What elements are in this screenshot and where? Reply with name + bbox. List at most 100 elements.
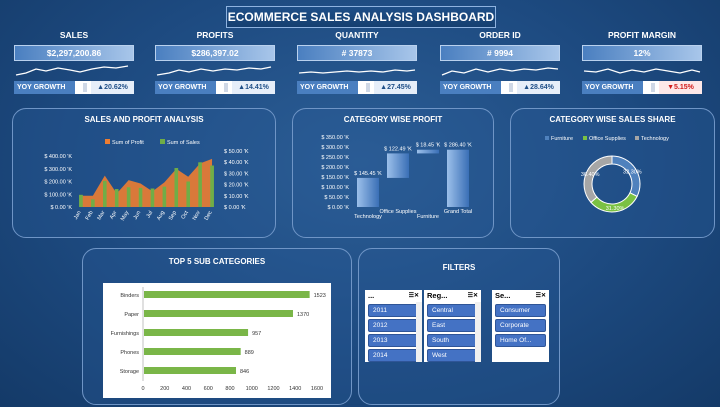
profit-tick: $ 0.00 'K xyxy=(327,205,349,211)
category-label: Technology xyxy=(354,214,382,220)
slicer-item[interactable]: Central xyxy=(427,304,478,317)
kpi-label: ORDER ID xyxy=(479,30,521,40)
kpi-value: 12% xyxy=(582,45,702,61)
month-tick: Dec xyxy=(204,210,214,222)
yoy-growth: YOY GROWTH ▼5.15% xyxy=(582,81,702,94)
top5-bar xyxy=(144,348,241,355)
filter-slicer[interactable]: ... ☰✕ 2011 2012 2013 2014 xyxy=(365,290,422,362)
clear-filter-icon[interactable]: ☰✕ xyxy=(467,293,478,299)
top5-category: Storage xyxy=(120,369,139,375)
filters-title: FILTERS xyxy=(442,263,476,272)
clear-filter-icon[interactable]: ☰✕ xyxy=(408,293,419,299)
kpi-card: QUANTITY # 37873 YOY GROWTH ▲27.45% xyxy=(297,30,417,94)
filter-slicer[interactable]: Reg... ☰✕ Central East South West xyxy=(424,290,481,362)
top5-category: Phones xyxy=(120,350,139,356)
kpi-card: PROFITS $286,397.02 YOY GROWTH ▲14.41% xyxy=(155,30,275,94)
top5-value: 846 xyxy=(240,369,249,375)
yoy-label: YOY GROWTH xyxy=(14,81,75,94)
dashboard-title: ECOMMERCE SALES ANALYSIS DASHBOARD xyxy=(226,6,496,28)
sales-bar-front xyxy=(114,189,119,207)
sales-bar-front xyxy=(198,162,202,207)
kpi-card: ORDER ID # 9994 YOY GROWTH ▲28.64% xyxy=(440,30,560,94)
category-profit-title: CATEGORY WISE PROFIT xyxy=(343,115,443,124)
slicer-item[interactable]: 2012 xyxy=(368,319,419,332)
right-tick: $ 20.00 'K xyxy=(224,183,249,189)
month-tick: Aug xyxy=(156,210,166,221)
legend-profit: Sum of Profit xyxy=(112,140,144,146)
slicer-item[interactable]: West xyxy=(427,349,478,362)
category-share-panel: CATEGORY WISE SALES SHARE Furniture Offic… xyxy=(510,108,715,238)
kpi-sparkline xyxy=(441,67,559,76)
profit-label: $ 145.45 'K xyxy=(354,171,382,177)
kpi-label: SALES xyxy=(59,30,89,40)
slicer-item[interactable]: 2013 xyxy=(368,334,419,347)
yoy-bar xyxy=(224,83,228,92)
kpi-label: PROFIT MARGIN xyxy=(608,30,676,40)
top5-panel: TOP 5 SUB CATEGORIES 0 200 400 600 800 1000 12… xyxy=(82,248,352,405)
slicer-scrollbar[interactable] xyxy=(475,302,481,362)
category-label: Grand Total xyxy=(444,209,472,215)
month-tick: Oct xyxy=(180,210,190,221)
sales-profit-panel: SALES AND PROFIT ANALYSIS Sum of Profit S… xyxy=(12,108,276,238)
yoy-value: ▲20.62% xyxy=(91,81,134,94)
right-tick: $ 0.00 'K xyxy=(224,205,246,211)
slicer-item[interactable]: 2014 xyxy=(368,349,419,362)
top5-tick: 800 xyxy=(225,386,234,392)
slicer-item[interactable]: East xyxy=(427,319,478,332)
top5-tick: 200 xyxy=(160,386,169,392)
top5-value: 889 xyxy=(245,350,254,356)
slicer-header: ... ☰✕ xyxy=(365,290,422,302)
slicer-item[interactable]: Corporate xyxy=(495,319,546,332)
right-tick: $ 30.00 'K xyxy=(224,171,249,177)
share-legend: Technology xyxy=(641,136,669,142)
yoy-bar xyxy=(651,83,655,92)
sales-bar-front xyxy=(79,194,83,207)
top5-tick: 400 xyxy=(182,386,191,392)
profit-label: $ 122.49 'K xyxy=(384,146,412,152)
share-label: 32.30% xyxy=(623,169,642,175)
right-tick: $ 50.00 'K xyxy=(224,149,249,155)
left-tick: $ 200.00 'K xyxy=(44,180,72,186)
profit-bar xyxy=(417,149,439,154)
top5-bar xyxy=(144,329,249,336)
slicer-item[interactable]: 2011 xyxy=(368,304,419,317)
profit-label: $ 18.45 'K xyxy=(416,143,441,149)
left-tick: $ 0.00 'K xyxy=(50,205,72,211)
legend-profit-swatch xyxy=(105,139,110,144)
profit-tick: $ 200.00 'K xyxy=(321,165,349,171)
slicer-item[interactable]: Home Of... xyxy=(495,334,546,347)
top5-plot-bg xyxy=(103,283,331,398)
yoy-growth: YOY GROWTH ▲20.62% xyxy=(14,81,134,94)
top5-bar xyxy=(144,310,293,317)
profit-tick: $ 300.00 'K xyxy=(321,145,349,151)
slicer-header: Se... ☰✕ xyxy=(492,290,549,302)
category-label: Office Supplies xyxy=(380,209,417,215)
legend-sales-swatch xyxy=(160,139,165,144)
kpi-sparkline xyxy=(156,66,272,76)
yoy-value: ▲28.64% xyxy=(517,81,560,94)
share-label: 36.40% xyxy=(581,172,600,178)
profit-tick: $ 50.00 'K xyxy=(324,195,349,201)
slicer-title: ... xyxy=(368,291,375,300)
slicer-item[interactable]: Consumer xyxy=(495,304,546,317)
clear-filter-icon[interactable]: ☰✕ xyxy=(535,293,546,299)
share-legend: Furniture xyxy=(551,136,573,142)
left-tick: $ 300.00 'K xyxy=(44,167,72,173)
profit-bar xyxy=(357,177,379,207)
profit-tick: $ 150.00 'K xyxy=(321,175,349,181)
month-tick: Apr xyxy=(109,210,119,221)
top5-tick: 1400 xyxy=(289,386,301,392)
category-share-title: CATEGORY WISE SALES SHARE xyxy=(549,115,676,124)
filter-slicer[interactable]: Se... ☰✕ Consumer Corporate Home Of... xyxy=(492,290,549,362)
top5-tick: 1000 xyxy=(246,386,258,392)
month-tick: Mar xyxy=(97,210,107,221)
left-tick: $ 100.00 'K xyxy=(44,192,72,198)
slicer-scrollbar[interactable] xyxy=(416,302,422,362)
profit-tick: $ 250.00 'K xyxy=(321,155,349,161)
share-legend: Office Supplies xyxy=(589,136,626,142)
share-legend-swatch xyxy=(545,136,549,140)
share-slice xyxy=(583,155,613,204)
sales-bar-front xyxy=(126,187,131,207)
slicer-item[interactable]: South xyxy=(427,334,478,347)
yoy-value: ▲14.41% xyxy=(232,81,275,94)
